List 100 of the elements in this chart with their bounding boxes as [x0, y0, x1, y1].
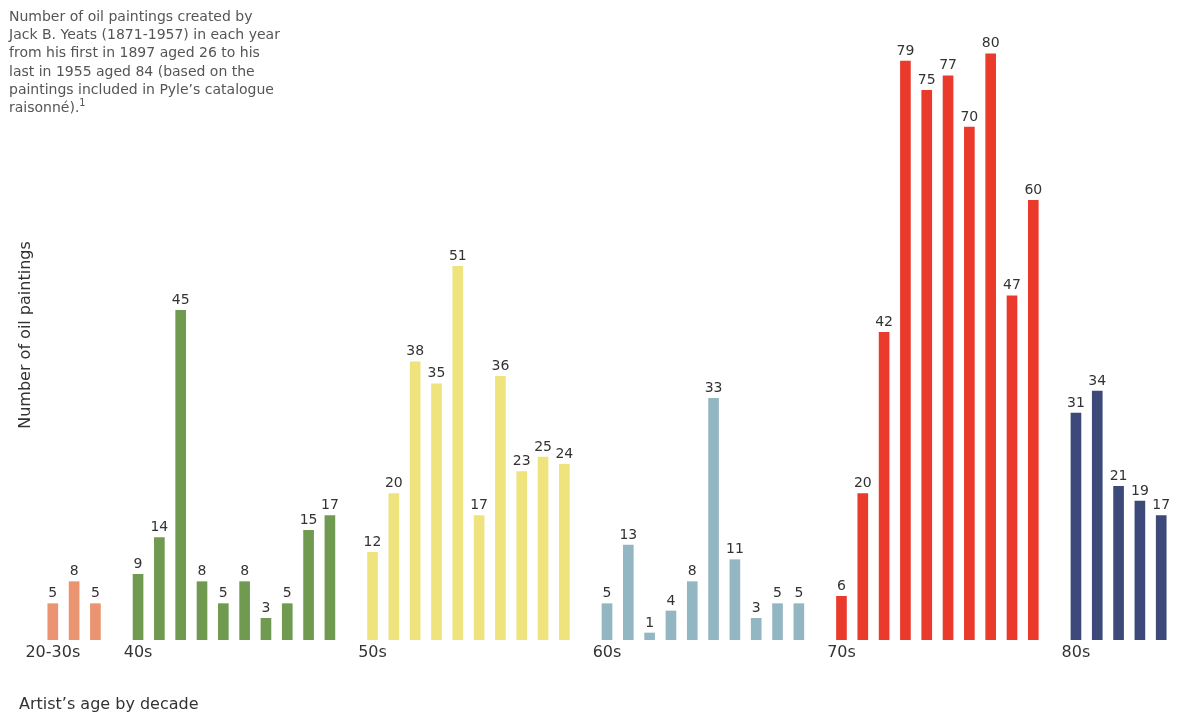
bar — [132, 574, 144, 640]
data-label: 8 — [240, 562, 250, 579]
data-label: 34 — [1088, 371, 1107, 388]
data-label: 42 — [875, 313, 894, 330]
bar — [1027, 200, 1039, 640]
bar — [644, 632, 655, 640]
data-label: 17 — [1152, 496, 1171, 513]
bar — [900, 60, 911, 640]
bar — [217, 603, 229, 640]
bar — [964, 126, 975, 640]
data-label: 17 — [470, 496, 489, 513]
bar — [324, 515, 336, 640]
bar — [686, 581, 698, 640]
data-label: 23 — [512, 452, 531, 469]
data-label: 14 — [150, 518, 169, 535]
bar — [303, 530, 314, 640]
data-label: 9 — [133, 555, 143, 572]
data-label: 77 — [939, 56, 957, 73]
x-tick-label: 60s — [592, 642, 622, 661]
data-label: 11 — [725, 540, 744, 557]
data-label: 35 — [427, 364, 446, 381]
bar — [409, 361, 421, 640]
bar — [708, 398, 719, 640]
bar — [431, 383, 442, 640]
data-label: 5 — [218, 584, 228, 601]
data-label: 13 — [619, 525, 638, 542]
bar — [1155, 515, 1167, 640]
bar — [90, 603, 101, 640]
bar — [537, 456, 549, 640]
bar — [1006, 295, 1018, 640]
data-label: 79 — [896, 41, 915, 58]
bar — [857, 493, 869, 640]
data-label: 5 — [773, 584, 782, 601]
bar — [1134, 500, 1146, 640]
data-label: 31 — [1067, 393, 1085, 410]
bar — [367, 552, 378, 640]
x-axis-title: Artist’s age by decade — [19, 694, 199, 713]
bar — [665, 610, 677, 640]
data-label: 6 — [836, 577, 846, 594]
data-label: 20 — [853, 474, 872, 491]
data-label: 36 — [491, 357, 510, 374]
data-label: 70 — [960, 107, 979, 124]
data-label: 5 — [90, 584, 100, 601]
bar — [1091, 390, 1103, 640]
bar — [622, 544, 634, 640]
data-label: 3 — [751, 599, 761, 615]
data-label: 80 — [981, 34, 1000, 51]
bar — [942, 75, 954, 640]
bar — [750, 618, 762, 640]
data-label: 60 — [1024, 181, 1043, 198]
bar — [1113, 486, 1124, 640]
x-tick-label: 70s — [827, 642, 856, 661]
bar — [793, 603, 805, 640]
bar — [175, 310, 187, 640]
bar — [772, 603, 783, 640]
x-tick-label: 20-30s — [25, 642, 81, 661]
data-label: 12 — [363, 533, 382, 550]
data-label: 21 — [1109, 467, 1128, 484]
data-label: 51 — [448, 247, 467, 264]
data-label: 75 — [917, 71, 936, 88]
data-label: 15 — [299, 511, 318, 528]
bar — [388, 493, 400, 640]
data-label: 17 — [320, 496, 339, 513]
bar — [921, 90, 933, 640]
bar — [878, 332, 890, 640]
bar — [452, 266, 464, 640]
data-label: 5 — [794, 584, 804, 601]
y-axis-title: Number of oil paintings — [14, 241, 34, 429]
bar — [154, 537, 165, 640]
data-label: 4 — [666, 591, 676, 608]
bar — [729, 559, 741, 640]
x-tick-label: 50s — [358, 642, 387, 661]
bar — [985, 53, 997, 640]
bar — [1070, 412, 1082, 640]
bar — [495, 376, 506, 640]
bar — [473, 515, 485, 640]
data-label: 47 — [1003, 276, 1021, 293]
data-label: 24 — [555, 445, 574, 462]
data-label: 8 — [197, 562, 207, 579]
x-tick-label: 40s — [123, 642, 153, 661]
data-label: 19 — [1130, 481, 1149, 498]
data-label: 45 — [171, 291, 190, 308]
bar — [260, 618, 272, 640]
x-tick-label: 80s — [1061, 642, 1091, 661]
bar — [516, 471, 528, 640]
data-label: 25 — [534, 437, 552, 454]
data-label: 5 — [602, 584, 612, 601]
bar — [239, 581, 250, 640]
bar — [196, 581, 208, 640]
data-label: 8 — [687, 562, 697, 579]
bar — [281, 603, 293, 640]
data-label: 1 — [645, 613, 655, 630]
data-label: 33 — [704, 379, 723, 396]
bar — [559, 464, 570, 640]
data-label: 38 — [406, 342, 425, 359]
data-label: 5 — [48, 584, 58, 601]
bar — [601, 603, 613, 640]
data-label: 8 — [69, 562, 79, 579]
data-label: 3 — [261, 599, 271, 615]
bar — [47, 603, 59, 640]
